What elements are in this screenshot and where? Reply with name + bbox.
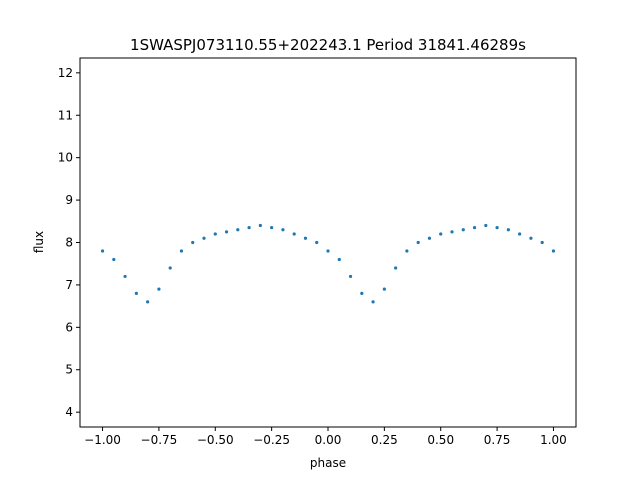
data-point (123, 274, 127, 279)
data-point (191, 240, 195, 245)
x-tick-label: −0.25 (253, 433, 290, 447)
data-point (134, 291, 138, 295)
y-tick-label: 7 (65, 278, 73, 292)
y-tick-label: 4 (65, 405, 73, 419)
data-point (360, 291, 364, 295)
data-point (303, 236, 308, 240)
x-tick-label: 0.25 (371, 433, 398, 447)
data-point (292, 232, 296, 236)
data-point (540, 240, 544, 245)
data-point (405, 249, 409, 253)
data-point (224, 230, 229, 234)
data-point (281, 228, 285, 232)
y-axis: 4 5 6 7 8 9 10 11 12 (58, 66, 80, 419)
data-point (168, 266, 172, 270)
data-point (112, 257, 116, 262)
data-point (146, 300, 150, 304)
data-point (337, 257, 341, 262)
y-axis-label: flux (32, 231, 46, 253)
data-point (427, 236, 432, 240)
data-point (179, 249, 184, 253)
y-tick-label: 12 (58, 66, 73, 80)
y-tick-label: 11 (58, 108, 73, 122)
data-point (529, 236, 533, 240)
data-point (382, 287, 386, 291)
x-tick-label: 0.75 (484, 433, 511, 447)
data-point (270, 226, 274, 230)
x-tick-label: 0.50 (427, 433, 454, 447)
y-tick-label: 10 (58, 151, 73, 165)
data-points (100, 223, 556, 304)
x-tick-label: −0.75 (141, 433, 178, 447)
data-point (202, 236, 206, 240)
data-point (326, 249, 330, 253)
data-point (472, 226, 477, 230)
data-point (416, 240, 420, 245)
y-tick-label: 5 (65, 363, 73, 377)
x-tick-label: 1.00 (540, 433, 567, 447)
data-point (461, 228, 465, 232)
data-point (495, 226, 499, 230)
y-tick-label: 6 (65, 320, 73, 334)
data-point (394, 266, 398, 270)
x-tick-label: −0.50 (197, 433, 234, 447)
x-axis-label: phase (310, 456, 346, 470)
data-point (100, 249, 105, 253)
data-point (258, 223, 262, 228)
x-axis: −1.00 −0.75 −0.50 −0.25 0.00 0.25 0.50 0.75 1.00 (84, 427, 567, 447)
y-tick-label: 9 (65, 193, 73, 207)
data-point (518, 232, 522, 236)
data-point (315, 240, 319, 245)
data-point (484, 223, 488, 228)
x-tick-label: 0.00 (315, 433, 342, 447)
data-point (551, 249, 556, 253)
data-point (371, 300, 375, 304)
data-point (450, 230, 454, 234)
data-point (247, 226, 251, 230)
data-point (439, 232, 443, 236)
data-point (213, 232, 217, 236)
data-point (236, 228, 240, 232)
data-point (348, 274, 353, 279)
chart-title: 1SWASPJ073110.55+202243.1 Period 31841.4… (130, 36, 526, 54)
y-tick-label: 8 (65, 236, 73, 250)
data-point (157, 287, 161, 291)
data-point (506, 228, 510, 232)
x-tick-label: −1.00 (84, 433, 121, 447)
